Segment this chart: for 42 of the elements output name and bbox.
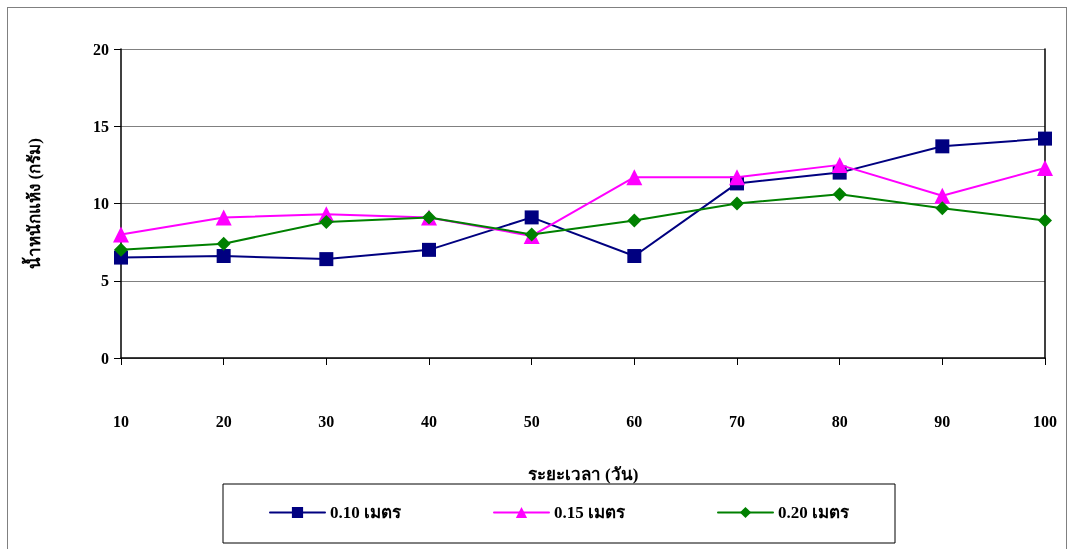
x-tick-label: 60: [626, 412, 643, 430]
y-tick-label: 20: [93, 40, 109, 58]
point: [730, 196, 744, 211]
y-tick-label: 15: [93, 117, 109, 135]
x-tick-label: 80: [831, 412, 848, 430]
point: [422, 242, 436, 257]
point: [935, 139, 950, 154]
point: [319, 252, 334, 267]
x-tick-label: 20: [215, 412, 232, 430]
x-tick-label: 30: [318, 412, 335, 430]
point: [216, 249, 231, 264]
point: [113, 226, 129, 243]
point: [524, 210, 539, 225]
x-tick-label: 10: [113, 412, 129, 430]
point: [319, 215, 334, 230]
point: [216, 236, 231, 251]
y-tick-label: 5: [101, 272, 109, 290]
x-tick-label: 90: [934, 412, 951, 430]
point: [832, 187, 847, 202]
point: [627, 249, 642, 264]
legend-label: 0.15 เมตร: [554, 503, 626, 522]
y-axis-title: น้ำหนักแห้ง (กรัม): [21, 138, 44, 269]
point: [627, 213, 642, 228]
point: [114, 242, 128, 257]
point: [935, 201, 950, 216]
point: [1038, 213, 1052, 228]
point: [1037, 159, 1053, 176]
point: [729, 169, 745, 186]
x-tick-label: 50: [523, 412, 540, 430]
x-tick-label: 70: [729, 412, 745, 430]
y-tick-label: 0: [101, 349, 109, 367]
x-axis-title: ระยะเวลา (วัน): [527, 465, 639, 484]
legend-label: 0.20 เมตร: [778, 503, 850, 522]
point: [626, 169, 643, 186]
y-tick-label: 10: [93, 195, 109, 212]
point: [1038, 131, 1052, 146]
x-tick-label: 40: [421, 412, 437, 430]
x-tick-label: 100: [1033, 412, 1057, 430]
point: [831, 156, 848, 173]
point: [215, 209, 232, 226]
legend-label: 0.10 เมตร: [330, 503, 402, 522]
point: [934, 187, 951, 204]
